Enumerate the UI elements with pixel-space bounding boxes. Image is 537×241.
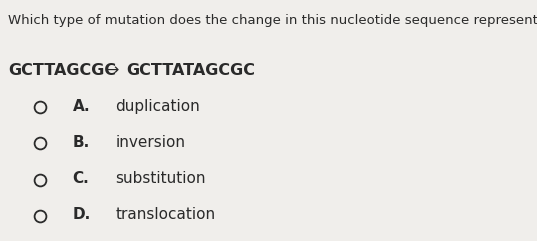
- Text: D.: D.: [72, 207, 91, 222]
- Text: A.: A.: [72, 99, 90, 114]
- Text: substitution: substitution: [115, 171, 206, 186]
- Text: →: →: [105, 63, 118, 78]
- Text: inversion: inversion: [115, 135, 185, 150]
- Text: GCTTATAGCGC: GCTTATAGCGC: [126, 63, 255, 78]
- Text: C.: C.: [72, 171, 89, 186]
- Text: duplication: duplication: [115, 99, 200, 114]
- Text: GCTTAGCGC: GCTTAGCGC: [8, 63, 116, 78]
- Text: translocation: translocation: [115, 207, 215, 222]
- Text: Which type of mutation does the change in this nucleotide sequence represent?: Which type of mutation does the change i…: [8, 14, 537, 27]
- Text: B.: B.: [72, 135, 90, 150]
